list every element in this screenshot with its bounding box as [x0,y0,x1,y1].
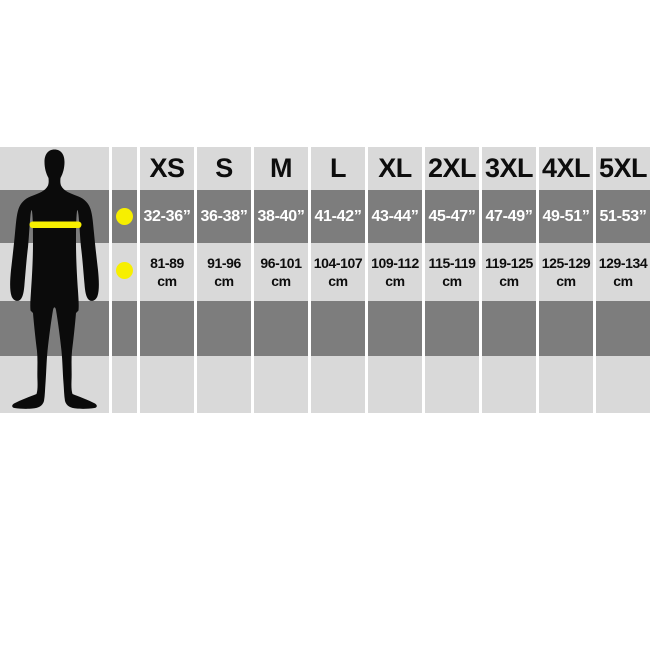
size-column-xl: XL 43-44” 109-112 cm [368,147,422,413]
chest-cm-value: 119-125 cm [482,243,536,301]
blank-band-dark [482,301,536,356]
size-chart: XS 32-36” 81-89 cm S 36-38” 91-96 cm M 3… [0,147,650,413]
blank-band-dark [311,301,365,356]
cm-unit: cm [271,273,291,289]
cm-unit: cm [556,273,576,289]
blank-band-light [368,356,422,413]
chest-inches-value: 43-44” [368,190,422,243]
size-column-l: L 41-42” 104-107 cm [311,147,365,413]
blank-band-light [539,356,593,413]
size-header: XL [368,147,422,190]
blank-band-dark [596,301,650,356]
size-column-2xl: 2XL 45-47” 115-119 cm [425,147,479,413]
marker-column [112,147,137,413]
size-header: L [311,147,365,190]
size-header: M [254,147,308,190]
blank-band-dark [425,301,479,356]
chest-cm-value: 129-134 cm [596,243,650,301]
size-column-3xl: 3XL 47-49” 119-125 cm [482,147,536,413]
size-header: 4XL [539,147,593,190]
blank-band-light [254,356,308,413]
chest-cm-value: 104-107 cm [311,243,365,301]
chest-inches-value: 51-53” [596,190,650,243]
size-header: XS [140,147,194,190]
chest-inches-value: 36-38” [197,190,251,243]
chest-cm-value: 91-96 cm [197,243,251,301]
cm-range: 96-101 [260,255,302,271]
blank-band-dark [197,301,251,356]
chest-cm-value: 81-89 cm [140,243,194,301]
chest-inches-value: 47-49” [482,190,536,243]
cm-unit: cm [385,273,405,289]
chest-inches-value: 49-51” [539,190,593,243]
chest-cm-marker-dot [116,262,133,279]
cm-range: 91-96 [207,255,241,271]
chest-cm-value: 96-101 cm [254,243,308,301]
chest-inches-value: 41-42” [311,190,365,243]
blank-band-light [425,356,479,413]
chest-inches-value: 45-47” [425,190,479,243]
blank-band-dark [539,301,593,356]
cm-unit: cm [442,273,462,289]
blank-band-dark [254,301,308,356]
chest-inches-value: 32-36” [140,190,194,243]
size-header: 5XL [596,147,650,190]
size-column-5xl: 5XL 51-53” 129-134 cm [596,147,650,413]
chest-inches-value: 38-40” [254,190,308,243]
cm-range: 104-107 [313,255,363,271]
cm-range: 115-119 [428,255,476,271]
chest-cm-value: 125-129 cm [539,243,593,301]
chest-cm-value: 109-112 cm [368,243,422,301]
chest-measurement-line [29,221,82,228]
chest-inches-marker-dot [116,208,133,225]
cm-unit: cm [613,273,633,289]
blank-band-dark [140,301,194,356]
cm-range: 125-129 [541,255,591,271]
man-silhouette-graphic [10,149,99,409]
size-column-xs: XS 32-36” 81-89 cm [140,147,194,413]
cm-range: 129-134 [598,255,648,271]
cm-unit: cm [214,273,234,289]
chest-cm-value: 115-119 cm [425,243,479,301]
size-column-s: S 36-38” 91-96 cm [197,147,251,413]
model-figure-cell [0,147,109,413]
blank-band-light [596,356,650,413]
blank-band-light [140,356,194,413]
cm-range: 109-112 [371,255,419,271]
size-header: 3XL [482,147,536,190]
size-header: S [197,147,251,190]
blank-band-light [197,356,251,413]
blank-band-dark [368,301,422,356]
size-header: 2XL [425,147,479,190]
cm-range: 119-125 [485,255,533,271]
size-column-4xl: 4XL 49-51” 125-129 cm [539,147,593,413]
size-column-m: M 38-40” 96-101 cm [254,147,308,413]
cm-unit: cm [499,273,519,289]
cm-unit: cm [328,273,348,289]
blank-band-light [482,356,536,413]
blank-band-light [311,356,365,413]
cm-range: 81-89 [150,255,184,271]
cm-unit: cm [157,273,177,289]
